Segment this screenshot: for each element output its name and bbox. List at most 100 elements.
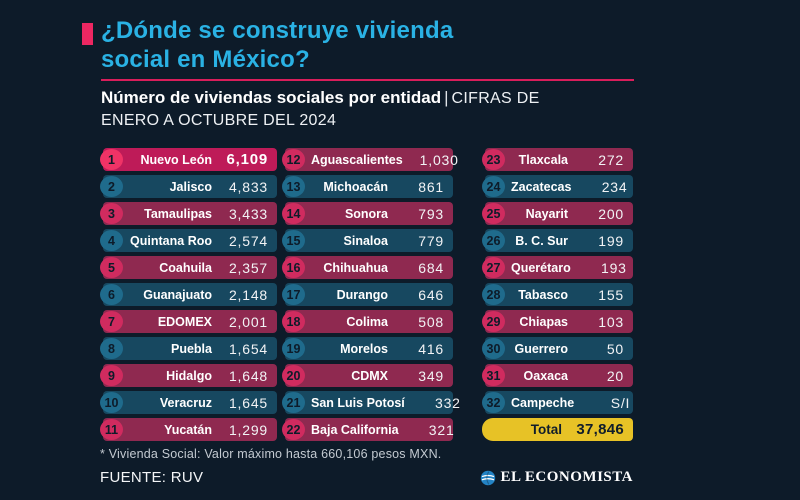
- entity-value: 6,109: [226, 151, 268, 168]
- ranking-row: Colima 508 18: [282, 310, 453, 333]
- entity-name: Nayarit: [525, 206, 568, 221]
- entity-value: 646: [418, 286, 444, 303]
- entity-value: 50: [606, 340, 624, 357]
- rank-badge: 15: [282, 230, 305, 251]
- rank-badge: 5: [100, 257, 123, 278]
- footnote: * Vivienda Social: Valor máximo hasta 66…: [100, 447, 442, 461]
- rank-badge: 11: [100, 419, 123, 440]
- ranking-row: Quintana Roo 2,574 4: [100, 229, 277, 252]
- ranking-row: Veracruz 1,645 10: [100, 391, 277, 414]
- entity-value: 1,654: [228, 340, 268, 357]
- subtitle-light-1: CIFRAS DE: [451, 90, 540, 107]
- entity-name: San Luis Potosí: [311, 395, 405, 410]
- page-title: ¿Dónde se construye vivienda social en Mé…: [101, 16, 453, 74]
- ranking-row: Chihuahua 684 16: [282, 256, 453, 279]
- entity-value: 1,030: [419, 151, 459, 168]
- entity-name: Sinaloa: [343, 233, 388, 248]
- rank-badge: 17: [282, 284, 305, 305]
- rank-badge: 30: [482, 338, 505, 359]
- ranking-pill: EDOMEX 2,001: [103, 310, 277, 333]
- total-row: Total 37,846: [482, 418, 633, 441]
- rank-badge: 20: [282, 365, 305, 386]
- globe-e-icon: [480, 470, 495, 485]
- ranking-column-2: Aguascalientes 1,030 12 Michoacán 861 13 Sonor…: [282, 148, 460, 445]
- ranking-row: San Luis Potosí 332 21: [282, 391, 460, 414]
- entity-value: 2,574: [228, 232, 268, 249]
- ranking-row: Coahuila 2,357 5: [100, 256, 277, 279]
- brand-name: EL ECONOMISTA: [500, 469, 633, 485]
- total-value: 37,846: [576, 421, 624, 438]
- subtitle-bold: Número de viviendas sociales por entidad: [101, 88, 442, 107]
- total-pill: Total 37,846: [482, 418, 633, 441]
- entity-name: Zacatecas: [511, 179, 572, 194]
- entity-name: Jalisco: [169, 179, 212, 194]
- title-underline: [101, 79, 634, 81]
- ranking-pill: Zacatecas 234: [485, 175, 633, 198]
- entity-value: 199: [598, 232, 624, 249]
- entity-value: 200: [598, 205, 624, 222]
- ranking-pill: Baja California 321: [285, 418, 454, 441]
- ranking-row: Querétaro 193 27: [482, 256, 633, 279]
- subtitle-line-1: Número de viviendas sociales por entidad…: [101, 88, 641, 108]
- entity-name: B. C. Sur: [515, 233, 568, 248]
- ranking-pill: B. C. Sur 199: [485, 229, 633, 252]
- entity-value: 20: [606, 367, 624, 384]
- entity-value: 103: [598, 313, 624, 330]
- ranking-pill: Michoacán 861: [285, 175, 453, 198]
- ranking-pill: Tabasco 155: [485, 283, 633, 306]
- ranking-pill: San Luis Potosí 332: [285, 391, 460, 414]
- ranking-row: Tabasco 155 28: [482, 283, 633, 306]
- rank-badge: 8: [100, 338, 123, 359]
- rank-badge: 19: [282, 338, 305, 359]
- ranking-row: Baja California 321 22: [282, 418, 454, 441]
- entity-name: Aguascalientes: [311, 152, 403, 167]
- entity-name: Campeche: [511, 395, 575, 410]
- ranking-row: Hidalgo 1,648 9: [100, 364, 277, 387]
- entity-name: Tabasco: [518, 287, 568, 302]
- ranking-row: Michoacán 861 13: [282, 175, 453, 198]
- entity-value: 3,433: [228, 205, 268, 222]
- ranking-pill: Quintana Roo 2,574: [103, 229, 277, 252]
- entity-name: Baja California: [311, 422, 399, 437]
- entity-name: Durango: [336, 287, 388, 302]
- entity-value: 2,357: [228, 259, 268, 276]
- title-line-1: ¿Dónde se construye vivienda: [101, 17, 454, 44]
- total-label: Total: [530, 422, 562, 437]
- rank-badge: 13: [282, 176, 305, 197]
- entity-value: 2,148: [228, 286, 268, 303]
- rank-badge: 12: [282, 149, 305, 170]
- entity-value: 332: [435, 394, 461, 411]
- ranking-pill: Colima 508: [285, 310, 453, 333]
- ranking-row: Sinaloa 779 15: [282, 229, 453, 252]
- ranking-row: B. C. Sur 199 26: [482, 229, 633, 252]
- title-accent-bar: [82, 23, 93, 45]
- ranking-row: Guanajuato 2,148 6: [100, 283, 277, 306]
- ranking-row: Nuevo León 6,109 1: [100, 148, 277, 171]
- entity-value: 349: [418, 367, 444, 384]
- entity-name: Puebla: [171, 341, 212, 356]
- rank-badge: 1: [100, 149, 123, 170]
- entity-name: Morelos: [340, 341, 388, 356]
- ranking-row: EDOMEX 2,001 7: [100, 310, 277, 333]
- rank-badge: 4: [100, 230, 123, 251]
- ranking-pill: CDMX 349: [285, 364, 453, 387]
- ranking-row: Tamaulipas 3,433 3: [100, 202, 277, 225]
- ranking-pill: Chihuahua 684: [285, 256, 453, 279]
- ranking-pill: Durango 646: [285, 283, 453, 306]
- entity-value: 861: [418, 178, 444, 195]
- source: FUENTE: RUV: [100, 469, 204, 486]
- ranking-pill: Coahuila 2,357: [103, 256, 277, 279]
- ranking-pill: Querétaro 193: [485, 256, 633, 279]
- entity-value: 193: [600, 259, 627, 276]
- entity-name: Oaxaca: [523, 368, 568, 383]
- ranking-row: Chiapas 103 29: [482, 310, 633, 333]
- ranking-row: Sonora 793 14: [282, 202, 453, 225]
- ranking-pill: Hidalgo 1,648: [103, 364, 277, 387]
- entity-name: Coahuila: [159, 260, 212, 275]
- ranking-row: Morelos 416 19: [282, 337, 453, 360]
- ranking-row: Campeche S/I 32: [482, 391, 633, 414]
- ranking-row: Oaxaca 20 31: [482, 364, 633, 387]
- entity-value: 272: [598, 151, 624, 168]
- ranking-pill: Yucatán 1,299: [103, 418, 277, 441]
- rank-badge: 3: [100, 203, 123, 224]
